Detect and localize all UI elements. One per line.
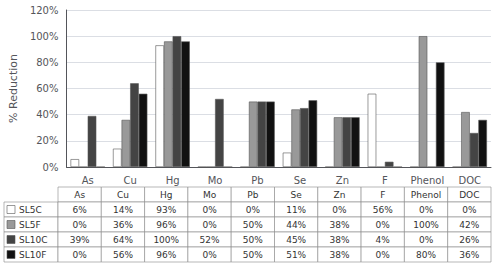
svg-text:64%: 64% [113, 235, 133, 245]
svg-text:96%: 96% [156, 250, 176, 260]
svg-text:51%: 51% [286, 250, 306, 260]
svg-text:Zn: Zn [334, 190, 346, 200]
svg-text:Mo: Mo [203, 190, 217, 200]
svg-text:SL10F: SL10F [19, 250, 46, 260]
svg-text:42%: 42% [459, 220, 479, 230]
svg-text:50%: 50% [243, 235, 263, 245]
svg-text:Pb: Pb [247, 190, 258, 200]
svg-text:Mo: Mo [208, 175, 223, 186]
svg-text:Phenol: Phenol [411, 190, 441, 200]
svg-text:0%: 0% [376, 250, 391, 260]
svg-text:Zn: Zn [336, 175, 349, 186]
svg-text:39%: 39% [70, 235, 90, 245]
svg-text:26%: 26% [459, 235, 479, 245]
svg-text:SL5F: SL5F [19, 220, 41, 230]
svg-text:As: As [74, 190, 85, 200]
svg-text:0%: 0% [73, 220, 88, 230]
svg-text:Cu: Cu [124, 175, 137, 186]
svg-text:100%: 100% [153, 235, 179, 245]
svg-text:F: F [382, 175, 388, 186]
svg-text:36%: 36% [113, 220, 133, 230]
svg-text:52%: 52% [200, 235, 220, 245]
svg-text:36%: 36% [459, 250, 479, 260]
svg-text:SL5C: SL5C [19, 205, 42, 215]
svg-text:50%: 50% [243, 250, 263, 260]
svg-text:0%: 0% [43, 162, 59, 173]
svg-text:DOC: DOC [458, 175, 481, 186]
svg-text:F: F [380, 190, 385, 200]
svg-text:0%: 0% [202, 205, 217, 215]
svg-text:0%: 0% [419, 235, 434, 245]
svg-text:Se: Se [294, 175, 307, 186]
svg-text:Hg: Hg [166, 175, 180, 186]
svg-text:56%: 56% [373, 205, 393, 215]
svg-text:As: As [82, 175, 94, 186]
svg-text:38%: 38% [329, 250, 349, 260]
svg-text:Se: Se [291, 190, 303, 200]
svg-text:44%: 44% [286, 220, 306, 230]
svg-text:60%: 60% [36, 83, 58, 94]
svg-text:96%: 96% [156, 220, 176, 230]
svg-text:0%: 0% [376, 220, 391, 230]
svg-text:0%: 0% [246, 205, 261, 215]
svg-text:SL10C: SL10C [19, 235, 47, 245]
svg-text:80%: 80% [36, 57, 58, 68]
svg-text:40%: 40% [36, 109, 58, 120]
svg-text:% Reduction: % Reduction [7, 54, 20, 123]
svg-text:56%: 56% [113, 250, 133, 260]
svg-text:11%: 11% [286, 205, 306, 215]
svg-text:100%: 100% [413, 220, 439, 230]
svg-text:DOC: DOC [459, 190, 479, 200]
svg-text:0%: 0% [73, 250, 88, 260]
svg-text:38%: 38% [329, 235, 349, 245]
svg-text:0%: 0% [462, 205, 477, 215]
svg-text:Hg: Hg [160, 190, 172, 200]
svg-text:6%: 6% [73, 205, 88, 215]
svg-text:50%: 50% [243, 220, 263, 230]
svg-text:20%: 20% [36, 135, 58, 146]
svg-text:93%: 93% [156, 205, 176, 215]
svg-text:120%: 120% [30, 5, 59, 16]
svg-text:Cu: Cu [117, 190, 129, 200]
svg-text:14%: 14% [113, 205, 133, 215]
svg-text:0%: 0% [332, 205, 347, 215]
svg-text:38%: 38% [329, 220, 349, 230]
svg-text:80%: 80% [416, 250, 436, 260]
svg-text:100%: 100% [30, 31, 59, 42]
svg-text:4%: 4% [376, 235, 391, 245]
svg-text:0%: 0% [202, 220, 217, 230]
svg-text:Pb: Pb [251, 175, 263, 186]
svg-text:Phenol: Phenol [410, 175, 444, 186]
svg-text:45%: 45% [286, 235, 306, 245]
svg-text:0%: 0% [419, 205, 434, 215]
svg-text:0%: 0% [202, 250, 217, 260]
